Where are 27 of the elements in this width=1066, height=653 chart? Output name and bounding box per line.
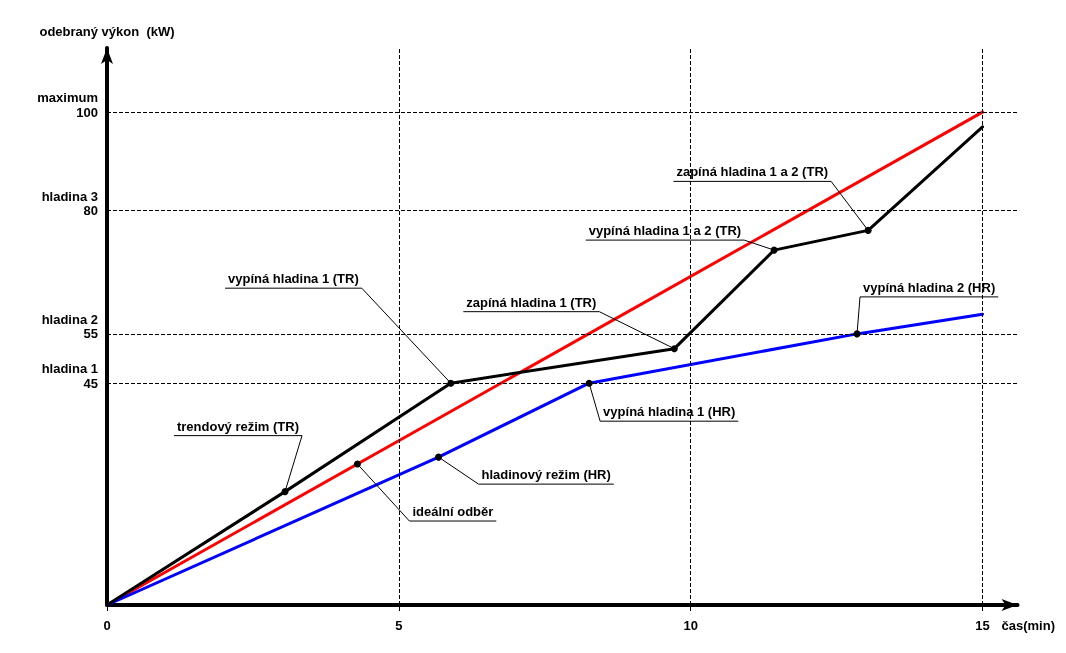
y-tick-label: 45: [83, 375, 98, 391]
y-tick-label: 100: [76, 104, 98, 120]
annotation: zapíná hladina 1 (TR): [466, 294, 597, 310]
annotation: vypíná hladina 1 (TR): [228, 271, 359, 287]
y-tick-label: 55: [83, 326, 98, 342]
x-axis-title: čas(min): [1001, 618, 1056, 633]
annotation: hladinový režim (HR): [481, 467, 611, 483]
ref-line-label: hladina 1: [41, 361, 98, 377]
ref-line-label: hladina 3: [41, 188, 98, 204]
point: [447, 379, 455, 387]
annotation: zapíná hladina 1 a 2 (TR): [676, 164, 829, 180]
point: [864, 226, 872, 234]
ref-line-label: maximum: [37, 90, 98, 106]
annotation: ideální odběr: [412, 504, 494, 520]
y-axis-title: odebraný výkon (kW): [39, 24, 175, 39]
annotation: vypíná hladina 1 (HR): [603, 404, 736, 420]
point: [281, 488, 289, 496]
point: [670, 345, 678, 353]
x-tick-label: 5: [395, 618, 403, 633]
ref-line-label: hladina 2: [41, 311, 98, 327]
x-tick-label: 10: [683, 618, 698, 633]
x-tick-label: 15: [975, 618, 990, 633]
annotation: vypíná hladina 1 a 2 (TR): [588, 223, 742, 239]
point: [770, 246, 778, 254]
y-tick-label: 80: [83, 203, 98, 219]
x-tick-label: 0: [103, 618, 111, 633]
annotation: trendový režim (TR): [176, 418, 300, 434]
